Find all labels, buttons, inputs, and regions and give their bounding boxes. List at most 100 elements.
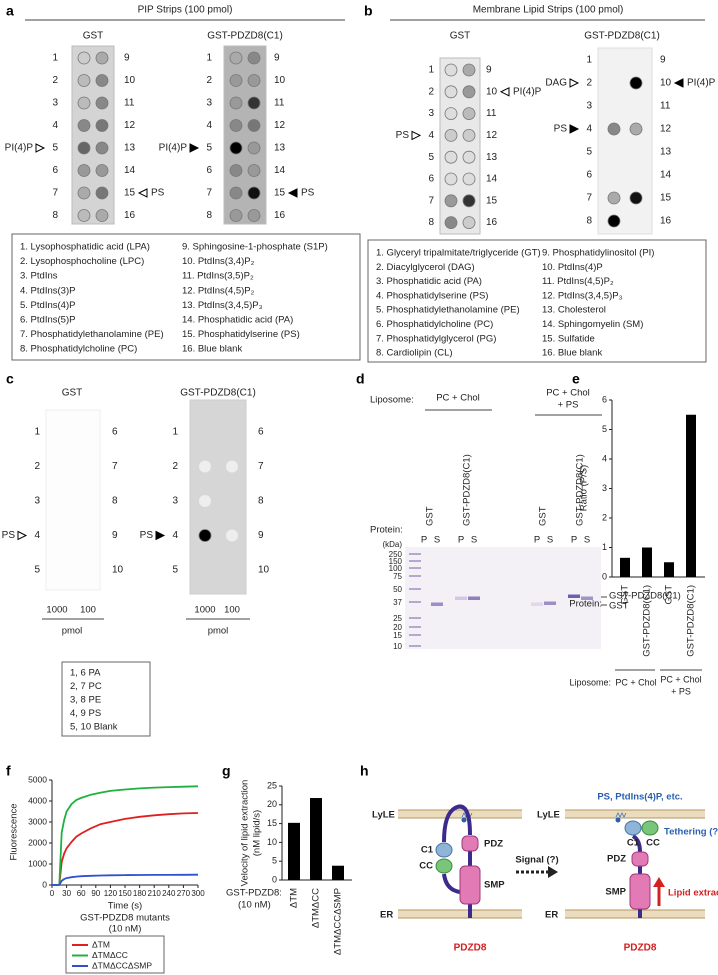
label: LyLE <box>372 810 395 821</box>
bar <box>288 822 300 880</box>
spot <box>462 85 476 99</box>
label: GST <box>609 601 629 612</box>
panel-label: g <box>222 763 231 779</box>
spot-number: 6 <box>112 427 118 438</box>
legend-item: 4. Phosphatidylserine (PS) <box>376 290 488 301</box>
lipid <box>615 812 627 818</box>
spot-number: 10 <box>486 86 498 97</box>
legend-item: ΔTM <box>92 939 110 949</box>
legend-box <box>65 935 165 974</box>
legend-item: 7. Phosphatidylglycerol (PG) <box>376 333 496 344</box>
spot-number: 16 <box>486 217 498 228</box>
lane-label: GST-PDZD8(C1) <box>462 454 473 526</box>
y-tick-label: 1 <box>602 542 607 552</box>
legend-item: 11. PtdIns(4,5)P₂ <box>542 276 614 287</box>
protein-band <box>468 596 480 600</box>
spot-number: 8 <box>258 496 264 507</box>
arrowhead <box>155 530 166 541</box>
annotation: PI(4)P <box>687 78 716 89</box>
spot-number: 5 <box>206 143 212 154</box>
spot-number: 8 <box>112 496 118 507</box>
x-tick-label: 270 <box>177 889 191 898</box>
spot-number: 13 <box>486 152 498 163</box>
spot-number: 7 <box>112 461 118 472</box>
x-tick-label: GST <box>620 585 631 605</box>
spot <box>462 107 476 120</box>
label: PDZ <box>607 854 626 865</box>
spot-number: 2 <box>586 78 592 89</box>
spot <box>462 216 476 230</box>
spot-number: 11 <box>486 108 497 119</box>
marker-label: 20 <box>393 623 402 632</box>
y-axis-label: Ratio (P/S) <box>579 465 590 511</box>
spot-number: 3 <box>34 496 40 507</box>
column-label: 1000 <box>194 605 215 616</box>
spot <box>462 63 476 77</box>
spot-number: 2 <box>206 75 212 86</box>
label: C1 <box>627 838 640 849</box>
label: CC <box>419 861 433 872</box>
label: SMP <box>484 880 505 891</box>
legend-item: 3, 8 PE <box>70 695 101 706</box>
spot-number: 9 <box>660 55 666 66</box>
membrane-strip <box>71 45 115 225</box>
spot-number: 15 <box>486 195 498 206</box>
spot-number: 15 <box>274 188 286 199</box>
arrowhead <box>17 530 28 541</box>
y-tick-label: 1000 <box>28 858 47 868</box>
legend-item: 2. Diacylglycerol (DAG) <box>376 262 475 273</box>
marker-label: 75 <box>393 572 402 581</box>
spot <box>247 209 261 222</box>
spot <box>77 119 91 132</box>
x-tick-label: 210 <box>148 889 162 898</box>
legend-item: 12. PtdIns(3,4,5)P₃ <box>542 290 623 301</box>
domain-c1 <box>435 842 453 858</box>
domain-smp <box>629 873 651 910</box>
spot-number: 4 <box>34 530 40 541</box>
label: ER <box>380 910 393 921</box>
marker-band <box>409 567 421 569</box>
marker-band <box>409 645 421 647</box>
arrowhead <box>653 877 665 887</box>
protein-band <box>431 602 443 606</box>
marker-band <box>409 560 421 562</box>
legend-item: 4, 9 PS <box>70 708 101 719</box>
spot <box>247 96 261 110</box>
legend-item: 11. PtdIns(3,5)P₂ <box>182 271 254 282</box>
x-axis-label: Time (s) <box>108 901 142 912</box>
strip-name: GST <box>62 388 83 399</box>
x-tick-label: 120 <box>104 889 118 898</box>
legend-item: ΔTMΔCC <box>92 950 128 960</box>
label: PDZD8 <box>454 943 487 954</box>
x-tick-label: 300 <box>191 889 205 898</box>
spot-number: 3 <box>52 98 58 109</box>
spot <box>444 150 458 164</box>
spot <box>95 119 109 132</box>
label: PC + Chol <box>546 388 590 399</box>
y-tick-label: 25 <box>267 780 277 790</box>
spot-number: 4 <box>206 120 212 131</box>
marker-band <box>409 553 421 555</box>
label: PS, PtdIns(4)P, etc. <box>597 792 682 803</box>
marker-label: 15 <box>393 631 402 640</box>
domain-cc <box>641 820 659 836</box>
label: ER <box>545 910 558 921</box>
lane-label: GST-PDZD8(C1) <box>575 454 586 526</box>
label: GST-PDZD8: <box>226 888 282 899</box>
marker-band <box>409 617 421 619</box>
spot-number: 6 <box>586 170 592 181</box>
legend-item: 3. Phosphatidic acid (PA) <box>376 276 482 287</box>
spot-number: 10 <box>274 75 286 86</box>
spot-number: 14 <box>124 165 136 176</box>
column-label: 1000 <box>46 605 67 616</box>
strip-name: GST-PDZD8(C1) <box>207 31 283 42</box>
spot <box>95 164 109 177</box>
legend-item: 6. Phosphatidylcholine (PC) <box>376 319 493 330</box>
spot <box>199 495 211 507</box>
label: Signal (?) <box>515 855 558 866</box>
spot-number: 11 <box>124 98 135 109</box>
legend-item: 15. Sulfatide <box>542 333 595 344</box>
label: GST-PDZD8(C1) <box>609 591 681 602</box>
panel-label: c <box>6 371 14 387</box>
protein-band <box>581 596 593 600</box>
